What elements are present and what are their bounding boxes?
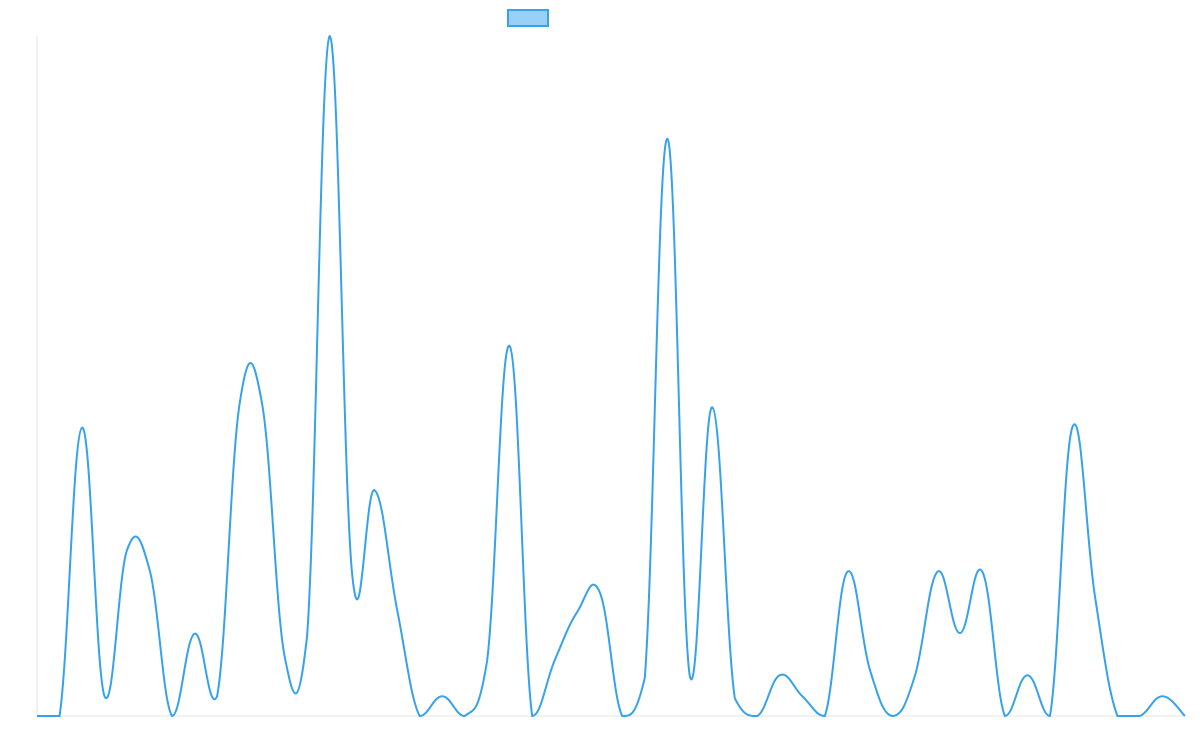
line-series <box>37 34 1186 718</box>
legend-swatch <box>507 9 549 27</box>
